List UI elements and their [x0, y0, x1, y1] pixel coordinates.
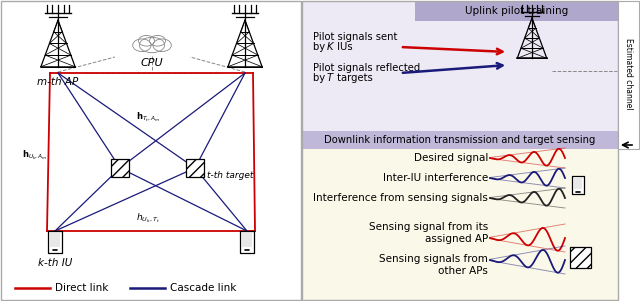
Bar: [302, 131, 618, 300]
Bar: [302, 1, 618, 300]
Text: Direct link: Direct link: [55, 283, 108, 293]
Bar: [302, 1, 618, 131]
Text: by: by: [313, 42, 328, 52]
Text: Sensing signals from
other APs: Sensing signals from other APs: [379, 254, 488, 276]
Text: IUs: IUs: [334, 42, 353, 52]
Text: Uplink pilot training: Uplink pilot training: [465, 6, 568, 16]
Text: Inter-IU interference: Inter-IU interference: [383, 173, 488, 183]
Text: $h_{U_k,T_t}$: $h_{U_k,T_t}$: [136, 211, 160, 225]
Bar: [48, 231, 62, 253]
Bar: [1, 1, 301, 300]
Bar: [572, 176, 584, 194]
Text: Desired signal: Desired signal: [413, 153, 488, 163]
Bar: [242, 233, 252, 247]
Bar: [302, 131, 618, 149]
Text: $\mathbf{h}_{T_t,A_m}$: $\mathbf{h}_{T_t,A_m}$: [136, 110, 160, 124]
Ellipse shape: [150, 36, 166, 46]
Ellipse shape: [140, 37, 164, 53]
Ellipse shape: [132, 39, 151, 51]
Text: k-th IU: k-th IU: [38, 258, 72, 268]
Text: m-th AP: m-th AP: [37, 77, 79, 87]
Bar: [570, 247, 591, 268]
Bar: [111, 159, 129, 177]
Text: $\mathbf{h}_{U_k,A_m}$: $\mathbf{h}_{U_k,A_m}$: [22, 148, 47, 162]
Text: K: K: [327, 42, 333, 52]
Bar: [618, 1, 639, 149]
Text: Pilot signals sent: Pilot signals sent: [313, 32, 397, 42]
Bar: [240, 231, 254, 253]
Text: targets: targets: [334, 73, 372, 83]
Ellipse shape: [153, 39, 172, 51]
Text: Estimated channel: Estimated channel: [624, 38, 633, 110]
Text: by: by: [313, 73, 328, 83]
Bar: [415, 1, 618, 21]
Text: CPU: CPU: [141, 58, 163, 68]
Text: Sensing signal from its
assigned AP: Sensing signal from its assigned AP: [369, 222, 488, 244]
Text: Pilot signals reflected: Pilot signals reflected: [313, 63, 420, 73]
Text: t-th target: t-th target: [207, 172, 253, 181]
Bar: [186, 159, 204, 177]
Text: Interference from sensing signals: Interference from sensing signals: [313, 193, 488, 203]
Text: Downlink information transmission and target sensing: Downlink information transmission and ta…: [324, 135, 596, 145]
Text: Cascade link: Cascade link: [170, 283, 236, 293]
Ellipse shape: [138, 36, 154, 46]
Bar: [50, 233, 60, 247]
Text: T: T: [327, 73, 333, 83]
Bar: [573, 177, 582, 189]
